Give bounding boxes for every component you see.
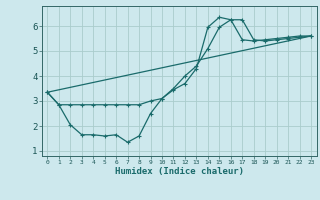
X-axis label: Humidex (Indice chaleur): Humidex (Indice chaleur) — [115, 167, 244, 176]
